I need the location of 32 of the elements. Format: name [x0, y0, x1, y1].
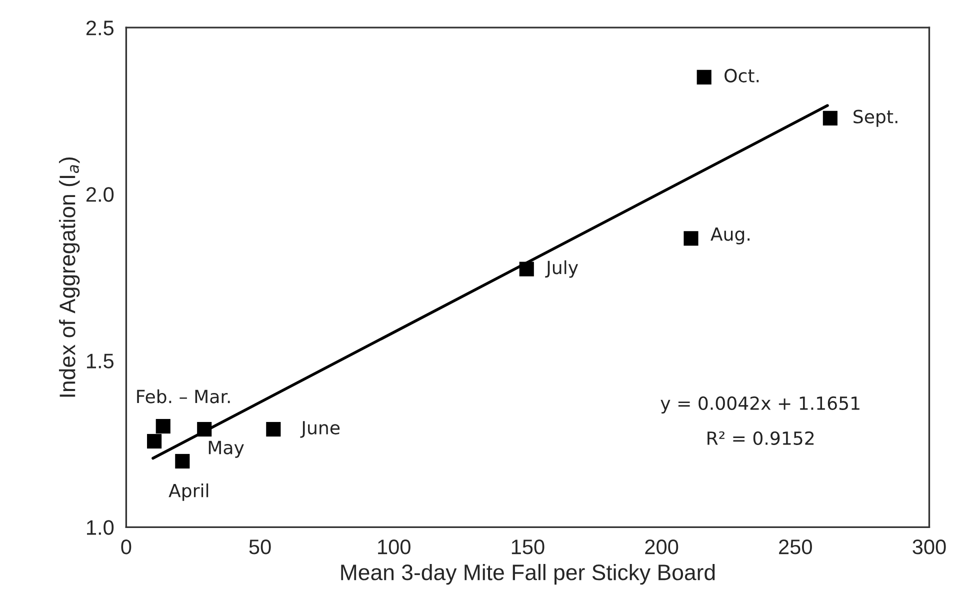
point — [684, 231, 698, 246]
y-tick-label: 2.0 — [86, 187, 114, 202]
x-tick-label: 200 — [645, 540, 678, 554]
annotation: R² = 0.9152 — [708, 431, 814, 445]
annotation: Aug. — [710, 227, 750, 244]
point — [266, 422, 281, 437]
x-tick-label: 250 — [779, 540, 812, 554]
annotation: Oct. — [724, 68, 759, 82]
annotation: April — [168, 483, 208, 501]
annotation: Sept. — [854, 110, 898, 127]
y-tick-label: 2.5 — [86, 20, 114, 36]
x-tick-label: 100 — [378, 540, 410, 554]
point — [519, 262, 534, 276]
annotation: May — [208, 440, 244, 458]
point — [696, 70, 712, 84]
annotation: y = 0.0042x + 1.1651 — [660, 396, 860, 414]
x-axis-title: Mean 3-day Mite Fall per Sticky Board — [341, 564, 715, 585]
point — [175, 454, 190, 469]
point — [197, 422, 212, 437]
point — [822, 110, 838, 126]
y-tick-label: 1.5 — [87, 354, 114, 368]
annotation: June — [300, 421, 340, 438]
annotation: July — [545, 260, 578, 278]
y-axis-title: Index of Aggregation (I$_{a}$) — [58, 158, 80, 397]
point — [156, 418, 170, 434]
x-tick-label: 50 — [249, 540, 271, 554]
x-tick-label: 0 — [121, 540, 132, 554]
x-tick-label: 150 — [512, 540, 544, 554]
x-tick-label: 300 — [912, 540, 946, 554]
point — [147, 434, 162, 449]
annotation: Feb. – Mar. — [137, 389, 230, 404]
y-tick-label: 1.0 — [87, 520, 114, 535]
